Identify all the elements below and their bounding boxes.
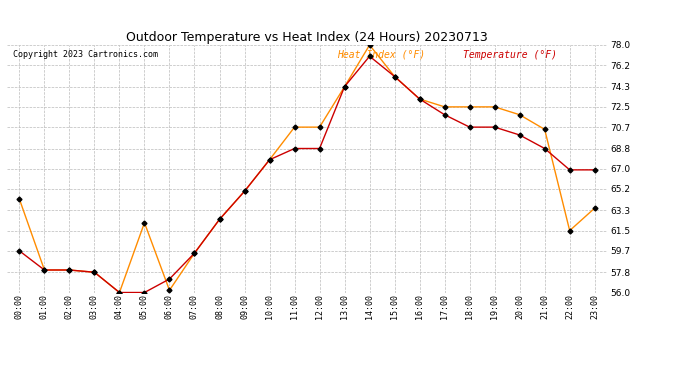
- Title: Outdoor Temperature vs Heat Index (24 Hours) 20230713: Outdoor Temperature vs Heat Index (24 Ho…: [126, 31, 488, 44]
- Text: Copyright 2023 Cartronics.com: Copyright 2023 Cartronics.com: [13, 50, 158, 59]
- Text: Temperature (°F): Temperature (°F): [463, 50, 557, 60]
- Text: Heat Index (°F): Heat Index (°F): [337, 50, 425, 60]
